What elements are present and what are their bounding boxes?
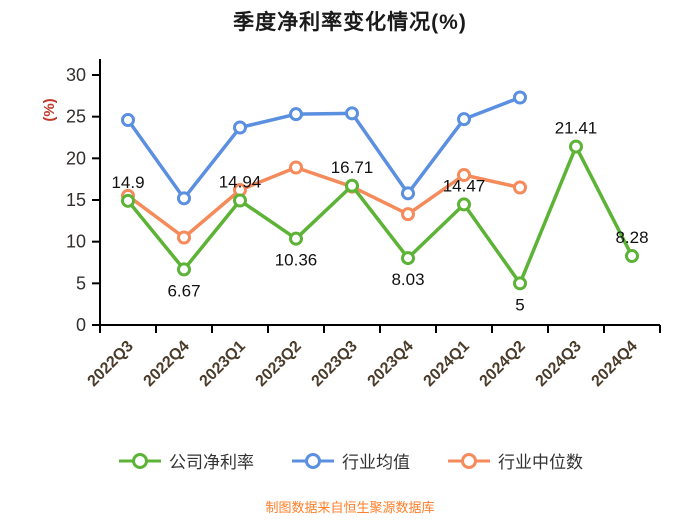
data-point-label: 8.28 xyxy=(615,228,648,247)
data-point-label: 14.94 xyxy=(219,173,262,192)
x-tick-label: 2024Q4 xyxy=(589,338,641,390)
data-point-marker xyxy=(121,113,135,127)
legend-item-0[interactable]: 公司净利率 xyxy=(117,448,254,473)
data-point-label: 16.71 xyxy=(331,158,374,177)
data-point-marker xyxy=(513,180,527,195)
y-axis-title: (%) xyxy=(41,98,58,121)
x-tick-label: 2023Q4 xyxy=(365,338,417,390)
data-point-marker xyxy=(569,139,583,154)
data-point-label: 21.41 xyxy=(555,119,598,138)
data-point-marker xyxy=(625,249,639,263)
data-point-marker xyxy=(289,160,303,175)
y-tick-label: 25 xyxy=(66,107,86,127)
data-point-label: 10.36 xyxy=(275,251,318,270)
data-point-label: 14.9 xyxy=(111,173,144,192)
data-point-marker xyxy=(177,262,191,277)
y-tick-label: 0 xyxy=(76,315,86,335)
legend-label: 公司净利率 xyxy=(169,453,254,472)
legend-marker-icon xyxy=(292,452,334,469)
data-point-marker xyxy=(401,207,415,222)
data-point-marker xyxy=(513,276,527,291)
series-line-2 xyxy=(126,165,522,240)
data-point-marker xyxy=(401,186,415,201)
data-point-marker xyxy=(177,191,191,206)
x-tick-label: 2023Q3 xyxy=(309,338,361,390)
y-tick-label: 15 xyxy=(66,190,86,210)
legend-marker-icon xyxy=(119,452,161,469)
x-tick-label: 2022Q4 xyxy=(141,338,193,390)
legend-item-1[interactable]: 行业均值 xyxy=(290,448,410,473)
data-point-marker xyxy=(457,168,471,182)
legend-item-2[interactable]: 行业中位数 xyxy=(446,448,583,473)
x-tick-label: 2022Q3 xyxy=(85,338,137,390)
series-line-1 xyxy=(126,95,522,201)
data-point-label: 8.03 xyxy=(391,270,424,289)
legend-marker-icon xyxy=(448,452,490,469)
legend-label: 行业中位数 xyxy=(498,453,583,472)
data-point-marker xyxy=(457,197,471,212)
y-tick-label: 30 xyxy=(66,65,86,85)
data-point-label: 5 xyxy=(515,295,524,314)
data-source-note: 制图数据来自恒生聚源数据库 xyxy=(265,500,435,515)
chart-legend: 公司净利率 行业均值 行业中位数 xyxy=(0,448,700,473)
data-point-marker xyxy=(513,90,527,105)
y-tick-label: 10 xyxy=(66,232,86,252)
x-tick-label: 2024Q2 xyxy=(477,338,529,390)
data-point-marker xyxy=(401,251,415,266)
series-line-0 xyxy=(126,144,634,286)
data-point-marker xyxy=(121,193,135,208)
data-point-marker xyxy=(177,230,191,245)
data-point-marker xyxy=(457,112,471,127)
x-tick-label: 2024Q3 xyxy=(533,338,585,390)
data-point-marker xyxy=(345,106,359,121)
y-tick-label: 20 xyxy=(66,148,86,168)
data-point-marker xyxy=(233,120,247,135)
y-tick-label: 5 xyxy=(76,273,86,293)
data-point-marker xyxy=(289,107,303,122)
x-tick-label: 2023Q2 xyxy=(253,338,305,390)
x-tick-label: 2023Q1 xyxy=(197,338,249,390)
legend-label: 行业均值 xyxy=(342,453,410,472)
x-tick-label: 2024Q1 xyxy=(421,338,473,390)
data-point-marker xyxy=(345,178,359,193)
data-point-marker xyxy=(233,193,247,208)
chart-title: 季度净利率变化情况(%) xyxy=(233,11,467,34)
data-point-label: 6.67 xyxy=(167,281,200,300)
data-point-label: 14.47 xyxy=(443,176,486,195)
data-point-marker xyxy=(289,231,303,246)
